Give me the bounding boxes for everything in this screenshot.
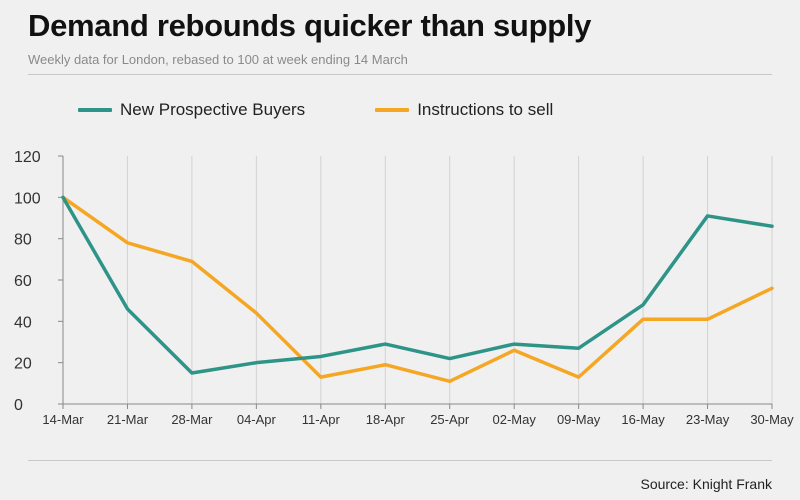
- x-tick-label: 11-Apr: [302, 412, 341, 427]
- x-tick-label: 23-May: [686, 412, 730, 427]
- x-tick-label: 16-May: [621, 412, 665, 427]
- x-tick-label: 14-Mar: [42, 412, 84, 427]
- y-tick-label: 40: [14, 314, 32, 331]
- y-tick-label: 20: [14, 356, 32, 373]
- legend-swatch-buyers: [78, 108, 112, 112]
- y-tick-label: 60: [14, 273, 32, 290]
- legend: New Prospective Buyers Instructions to s…: [78, 100, 553, 120]
- legend-item-instructions: Instructions to sell: [375, 100, 553, 120]
- x-tick-label: 04-Apr: [237, 412, 277, 427]
- chart-title: Demand rebounds quicker than supply: [28, 8, 592, 43]
- x-tick-label: 28-Mar: [171, 412, 213, 427]
- chart-subtitle: Weekly data for London, rebased to 100 a…: [28, 52, 408, 67]
- y-tick-label: 120: [14, 149, 41, 166]
- series-line-instructions-to-sell: [61, 195, 774, 384]
- legend-swatch-instructions: [375, 108, 410, 112]
- x-tick-label: 21-Mar: [107, 412, 149, 427]
- legend-label-buyers: New Prospective Buyers: [120, 100, 306, 119]
- x-tick-label: 02-May: [493, 412, 537, 427]
- y-tick-label: 100: [14, 190, 41, 207]
- x-tick-label: 30-May: [750, 412, 794, 427]
- x-tick-label: 09-May: [557, 412, 601, 427]
- legend-label-instructions: Instructions to sell: [417, 100, 554, 119]
- top-divider: [28, 74, 772, 75]
- legend-item-buyers: New Prospective Buyers: [78, 100, 305, 120]
- series-line-new-prospective-buyers: [61, 195, 774, 375]
- x-tick-label: 18-Apr: [366, 412, 406, 427]
- x-tick-label: 25-Apr: [430, 412, 470, 427]
- bottom-divider: [28, 460, 772, 461]
- source-note: Source: Knight Frank: [640, 476, 772, 492]
- y-tick-label: 0: [14, 397, 23, 414]
- y-tick-label: 80: [14, 232, 32, 249]
